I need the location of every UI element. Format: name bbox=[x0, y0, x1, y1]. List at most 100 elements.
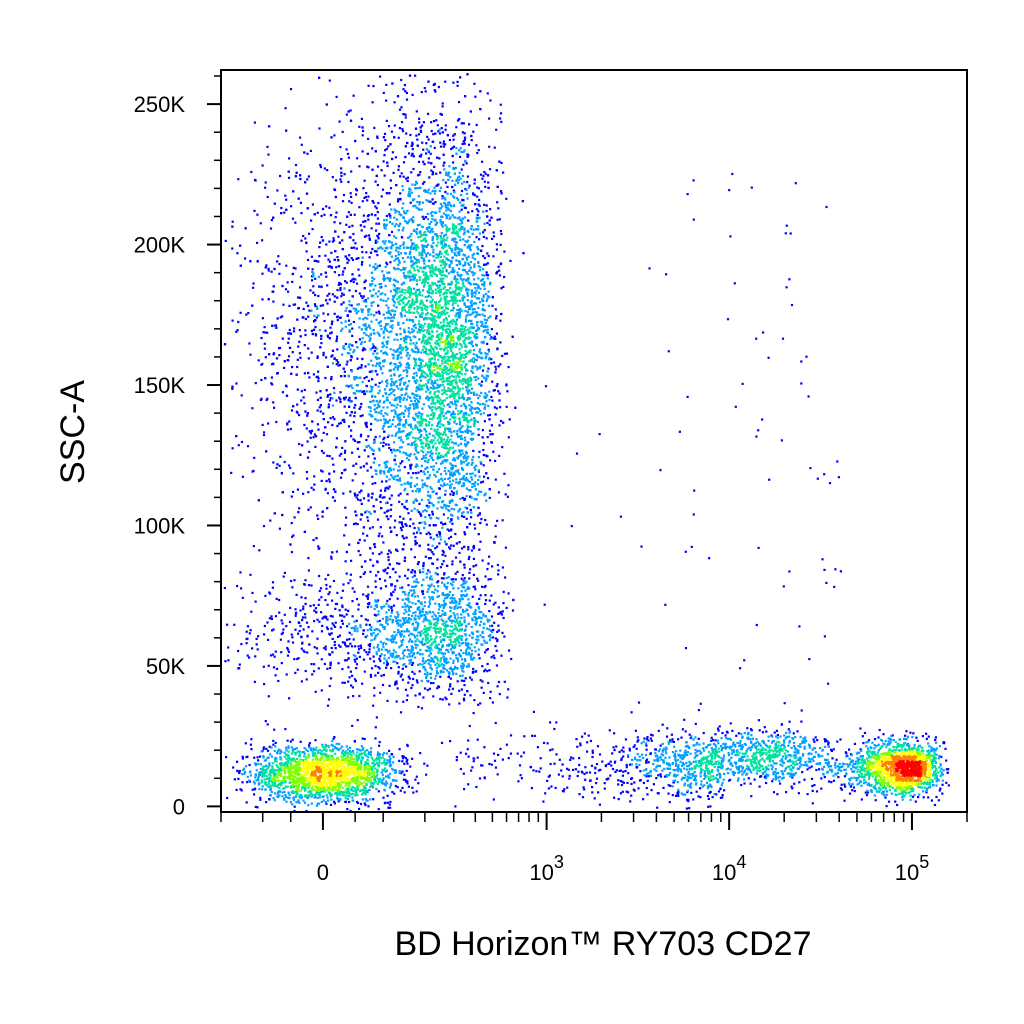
event-point bbox=[296, 318, 299, 321]
event-point bbox=[426, 485, 429, 488]
event-point bbox=[496, 563, 499, 567]
event-point bbox=[329, 803, 333, 806]
event-point bbox=[292, 266, 295, 269]
event-point bbox=[289, 427, 292, 431]
event-point bbox=[471, 458, 474, 461]
event-point bbox=[374, 600, 377, 603]
event-point bbox=[417, 561, 420, 564]
event-point bbox=[255, 643, 258, 646]
event-point bbox=[432, 591, 436, 594]
event-point bbox=[384, 293, 387, 296]
event-point bbox=[243, 767, 246, 770]
event-point bbox=[411, 757, 414, 760]
event-point bbox=[402, 88, 405, 91]
event-point bbox=[454, 503, 457, 506]
event-point bbox=[389, 526, 392, 529]
event-point bbox=[401, 207, 404, 210]
event-point bbox=[314, 334, 318, 337]
event-point bbox=[303, 746, 306, 750]
event-point bbox=[431, 189, 434, 193]
event-point bbox=[401, 760, 404, 763]
event-point bbox=[420, 91, 423, 94]
event-point bbox=[381, 535, 384, 538]
event-point bbox=[472, 557, 475, 560]
event-point bbox=[475, 228, 478, 231]
event-point bbox=[636, 753, 639, 756]
event-point bbox=[455, 759, 458, 762]
event-point bbox=[407, 409, 410, 412]
event-point bbox=[361, 134, 364, 137]
event-point bbox=[590, 764, 594, 767]
event-point bbox=[669, 784, 672, 787]
event-point bbox=[471, 595, 474, 598]
event-point bbox=[647, 772, 650, 775]
event-point bbox=[303, 530, 306, 533]
event-point bbox=[316, 652, 319, 655]
event-point bbox=[284, 746, 288, 749]
event-point bbox=[370, 295, 373, 298]
event-point bbox=[432, 241, 435, 244]
event-point bbox=[482, 475, 486, 478]
event-point bbox=[393, 235, 396, 238]
event-point bbox=[352, 94, 355, 97]
event-point bbox=[261, 362, 264, 365]
event-point bbox=[246, 654, 249, 657]
event-point bbox=[333, 312, 336, 315]
event-point bbox=[306, 440, 309, 443]
event-point bbox=[417, 705, 420, 708]
event-point bbox=[315, 537, 318, 540]
event-point bbox=[326, 454, 329, 457]
event-point bbox=[449, 740, 452, 743]
event-point bbox=[664, 603, 667, 606]
event-point bbox=[418, 490, 421, 493]
event-point bbox=[347, 645, 350, 648]
event-point bbox=[317, 428, 320, 431]
event-point bbox=[403, 396, 406, 399]
event-point bbox=[479, 266, 482, 269]
event-point bbox=[441, 197, 444, 200]
event-point bbox=[785, 286, 788, 289]
event-point bbox=[743, 659, 746, 662]
event-point bbox=[470, 658, 473, 661]
event-point bbox=[341, 446, 344, 449]
event-point bbox=[460, 204, 463, 207]
event-point bbox=[427, 588, 430, 591]
event-point bbox=[490, 763, 493, 766]
event-point bbox=[439, 535, 442, 538]
event-point bbox=[299, 740, 302, 743]
event-point bbox=[400, 106, 403, 109]
event-point bbox=[231, 319, 234, 322]
event-point bbox=[393, 792, 396, 795]
event-point bbox=[406, 743, 409, 746]
event-point bbox=[426, 764, 429, 767]
event-point bbox=[333, 736, 336, 739]
event-point bbox=[391, 434, 394, 437]
event-point bbox=[347, 375, 350, 378]
event-point bbox=[460, 584, 463, 587]
event-point bbox=[470, 476, 473, 479]
event-point bbox=[579, 744, 582, 747]
event-point bbox=[436, 470, 439, 473]
event-point bbox=[499, 363, 502, 366]
event-point bbox=[421, 653, 424, 656]
event-point bbox=[773, 731, 776, 734]
event-point bbox=[481, 374, 484, 377]
event-point bbox=[302, 605, 305, 608]
event-point bbox=[281, 284, 284, 288]
event-point bbox=[330, 251, 333, 254]
event-point bbox=[683, 718, 686, 721]
event-point bbox=[814, 751, 817, 754]
event-point bbox=[467, 546, 470, 549]
event-point bbox=[365, 424, 368, 427]
event-point bbox=[374, 418, 377, 421]
event-point bbox=[465, 494, 468, 498]
event-point bbox=[423, 509, 427, 512]
event-point bbox=[439, 566, 442, 569]
event-point bbox=[291, 217, 295, 220]
event-point bbox=[734, 405, 737, 408]
event-point bbox=[427, 112, 430, 115]
event-point bbox=[261, 423, 264, 426]
event-point bbox=[466, 441, 470, 444]
event-point bbox=[286, 654, 290, 657]
event-point bbox=[469, 568, 472, 571]
